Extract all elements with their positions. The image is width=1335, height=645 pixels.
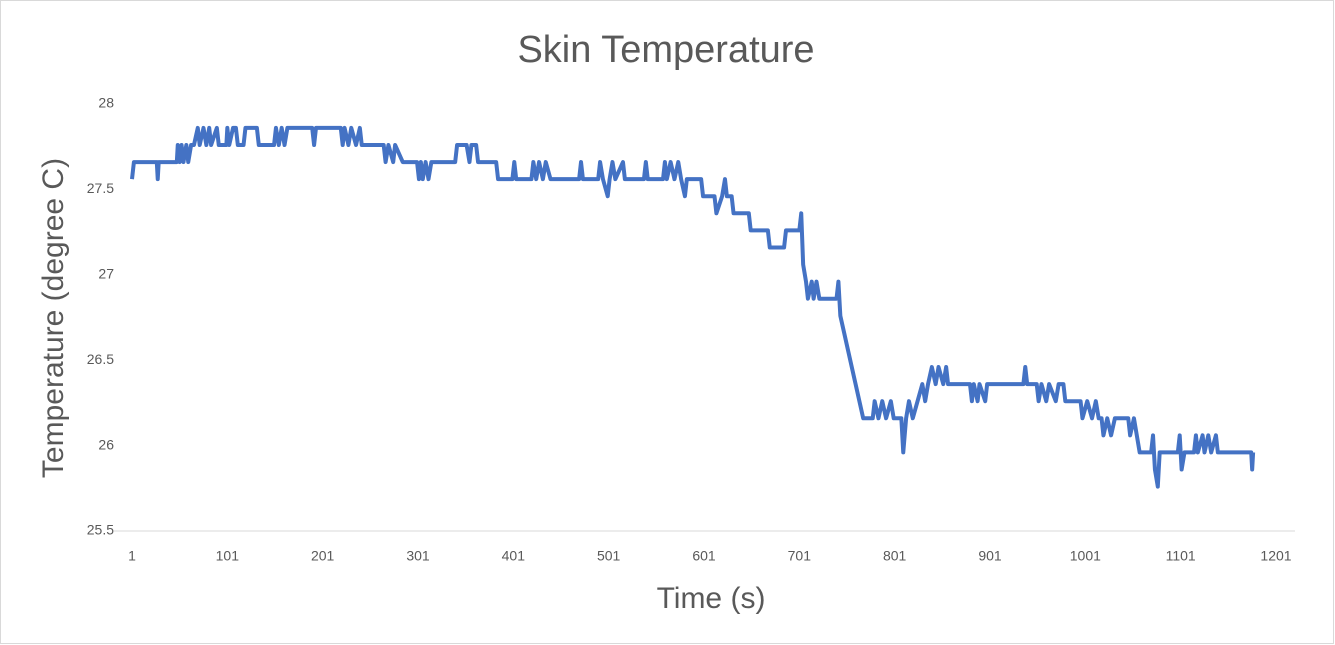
x-tick-label: 901 (978, 548, 1002, 564)
y-tick-label: 25.5 (87, 522, 114, 538)
x-tick-label: 1001 (1070, 548, 1101, 564)
x-tick-label: 1 (128, 548, 136, 564)
y-tick-label: 26.5 (87, 351, 114, 367)
x-tick-label: 801 (883, 548, 907, 564)
x-axis-title: Time (s) (657, 582, 766, 615)
y-tick-label: 26 (98, 436, 114, 452)
data-line (130, 125, 1256, 489)
y-tick-label: 28 (98, 95, 114, 111)
chart-title: Skin Temperature (517, 29, 814, 71)
x-tick-label: 301 (406, 548, 430, 564)
y-tick-label: 27.5 (87, 180, 114, 196)
x-tick-label: 501 (597, 548, 621, 564)
y-axis-title: Temperature (degree C) (37, 158, 70, 478)
x-tick-label: 101 (216, 548, 240, 564)
x-tick-label: 601 (692, 548, 716, 564)
x-tick-label: 201 (311, 548, 335, 564)
x-tick-label: 1101 (1166, 548, 1196, 564)
x-tick-label: 401 (502, 548, 526, 564)
x-tick-label: 701 (788, 548, 812, 564)
y-tick-label: 27 (98, 266, 114, 282)
x-tick-label: 1201 (1260, 548, 1291, 564)
